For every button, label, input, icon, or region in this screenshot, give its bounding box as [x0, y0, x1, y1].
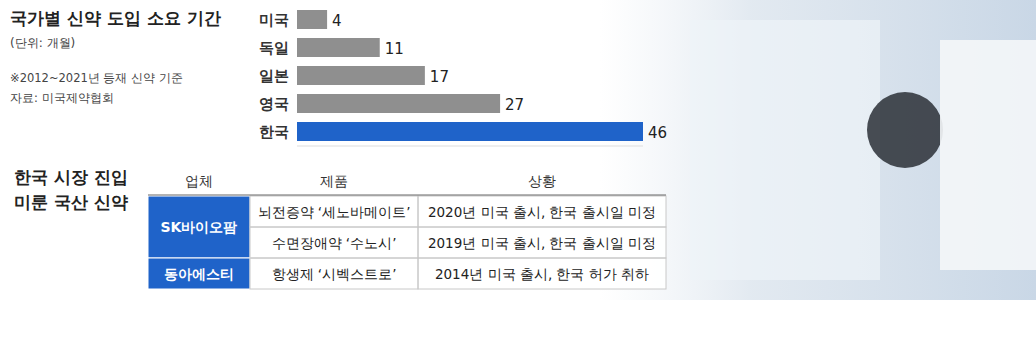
category-label: 미국 — [259, 11, 289, 29]
product-status: 2014년 미국 출시, 한국 허가 취하 — [435, 266, 649, 282]
category-label: 독일 — [259, 39, 289, 57]
product-status: 2019년 미국 출시, 한국 출시일 미정 — [428, 235, 656, 251]
product-name: 항생제 ‘시벡스트로’ — [272, 266, 397, 282]
bars — [297, 10, 643, 141]
product-cell — [250, 196, 418, 227]
category-label: 일본 — [259, 67, 289, 85]
photo-lens — [867, 92, 943, 168]
company-cell — [148, 196, 250, 258]
data-label: 17 — [430, 68, 449, 86]
company-name: SK바이오팜 — [161, 219, 238, 235]
category-label: 한국 — [259, 123, 289, 141]
category-label: 영국 — [259, 95, 289, 113]
product-name: 뇌전증약 ‘세노바메이트’ — [258, 204, 411, 220]
x-axis-line — [297, 146, 643, 147]
subtitle: (단위: 개월) — [10, 36, 75, 50]
table-header: 업체 — [185, 173, 213, 189]
table-title: 미룬 국산 신약 — [14, 192, 128, 212]
company-cell — [148, 258, 250, 289]
bar — [297, 10, 327, 29]
canvas: 국가별 신약 도입 소요 기간 (단위: 개월) ※2012~2021년 등재 신약… — [0, 0, 1036, 351]
status-cell — [418, 196, 666, 227]
photo-person — [940, 40, 1036, 270]
data-label: 4 — [332, 12, 342, 30]
table-title: 한국 시장 진입 — [14, 167, 128, 187]
bar — [297, 38, 380, 57]
status-cell — [418, 227, 666, 258]
bar — [297, 66, 425, 85]
status-cell — [418, 258, 666, 289]
data-label: 11 — [385, 40, 404, 58]
bar — [297, 94, 500, 113]
note: ※2012~2021년 등재 신약 기준 — [10, 71, 183, 85]
company-name: 동아에스티 — [164, 266, 234, 282]
title: 국가별 신약 도입 소요 기간 — [10, 8, 221, 28]
product-status: 2020년 미국 출시, 한국 출시일 미정 — [428, 204, 656, 220]
header-rule — [148, 195, 666, 196]
data-label: 27 — [505, 96, 524, 114]
table-header: 상황 — [528, 173, 556, 189]
product-cell — [250, 258, 418, 289]
table-header: 제품 — [320, 173, 348, 189]
product-cell — [250, 227, 418, 258]
bar — [297, 122, 643, 141]
table-bg — [250, 196, 666, 289]
product-name: 수면장애약 ‘수노시’ — [272, 235, 397, 251]
page: 국가별 신약 도입 소요 기간 (단위: 개월) ※2012~2021년 등재 신약… — [0, 0, 1036, 351]
source: 자료: 미국제약협회 — [10, 91, 114, 105]
data-label: 46 — [648, 124, 667, 142]
photo-glass — [690, 20, 880, 280]
